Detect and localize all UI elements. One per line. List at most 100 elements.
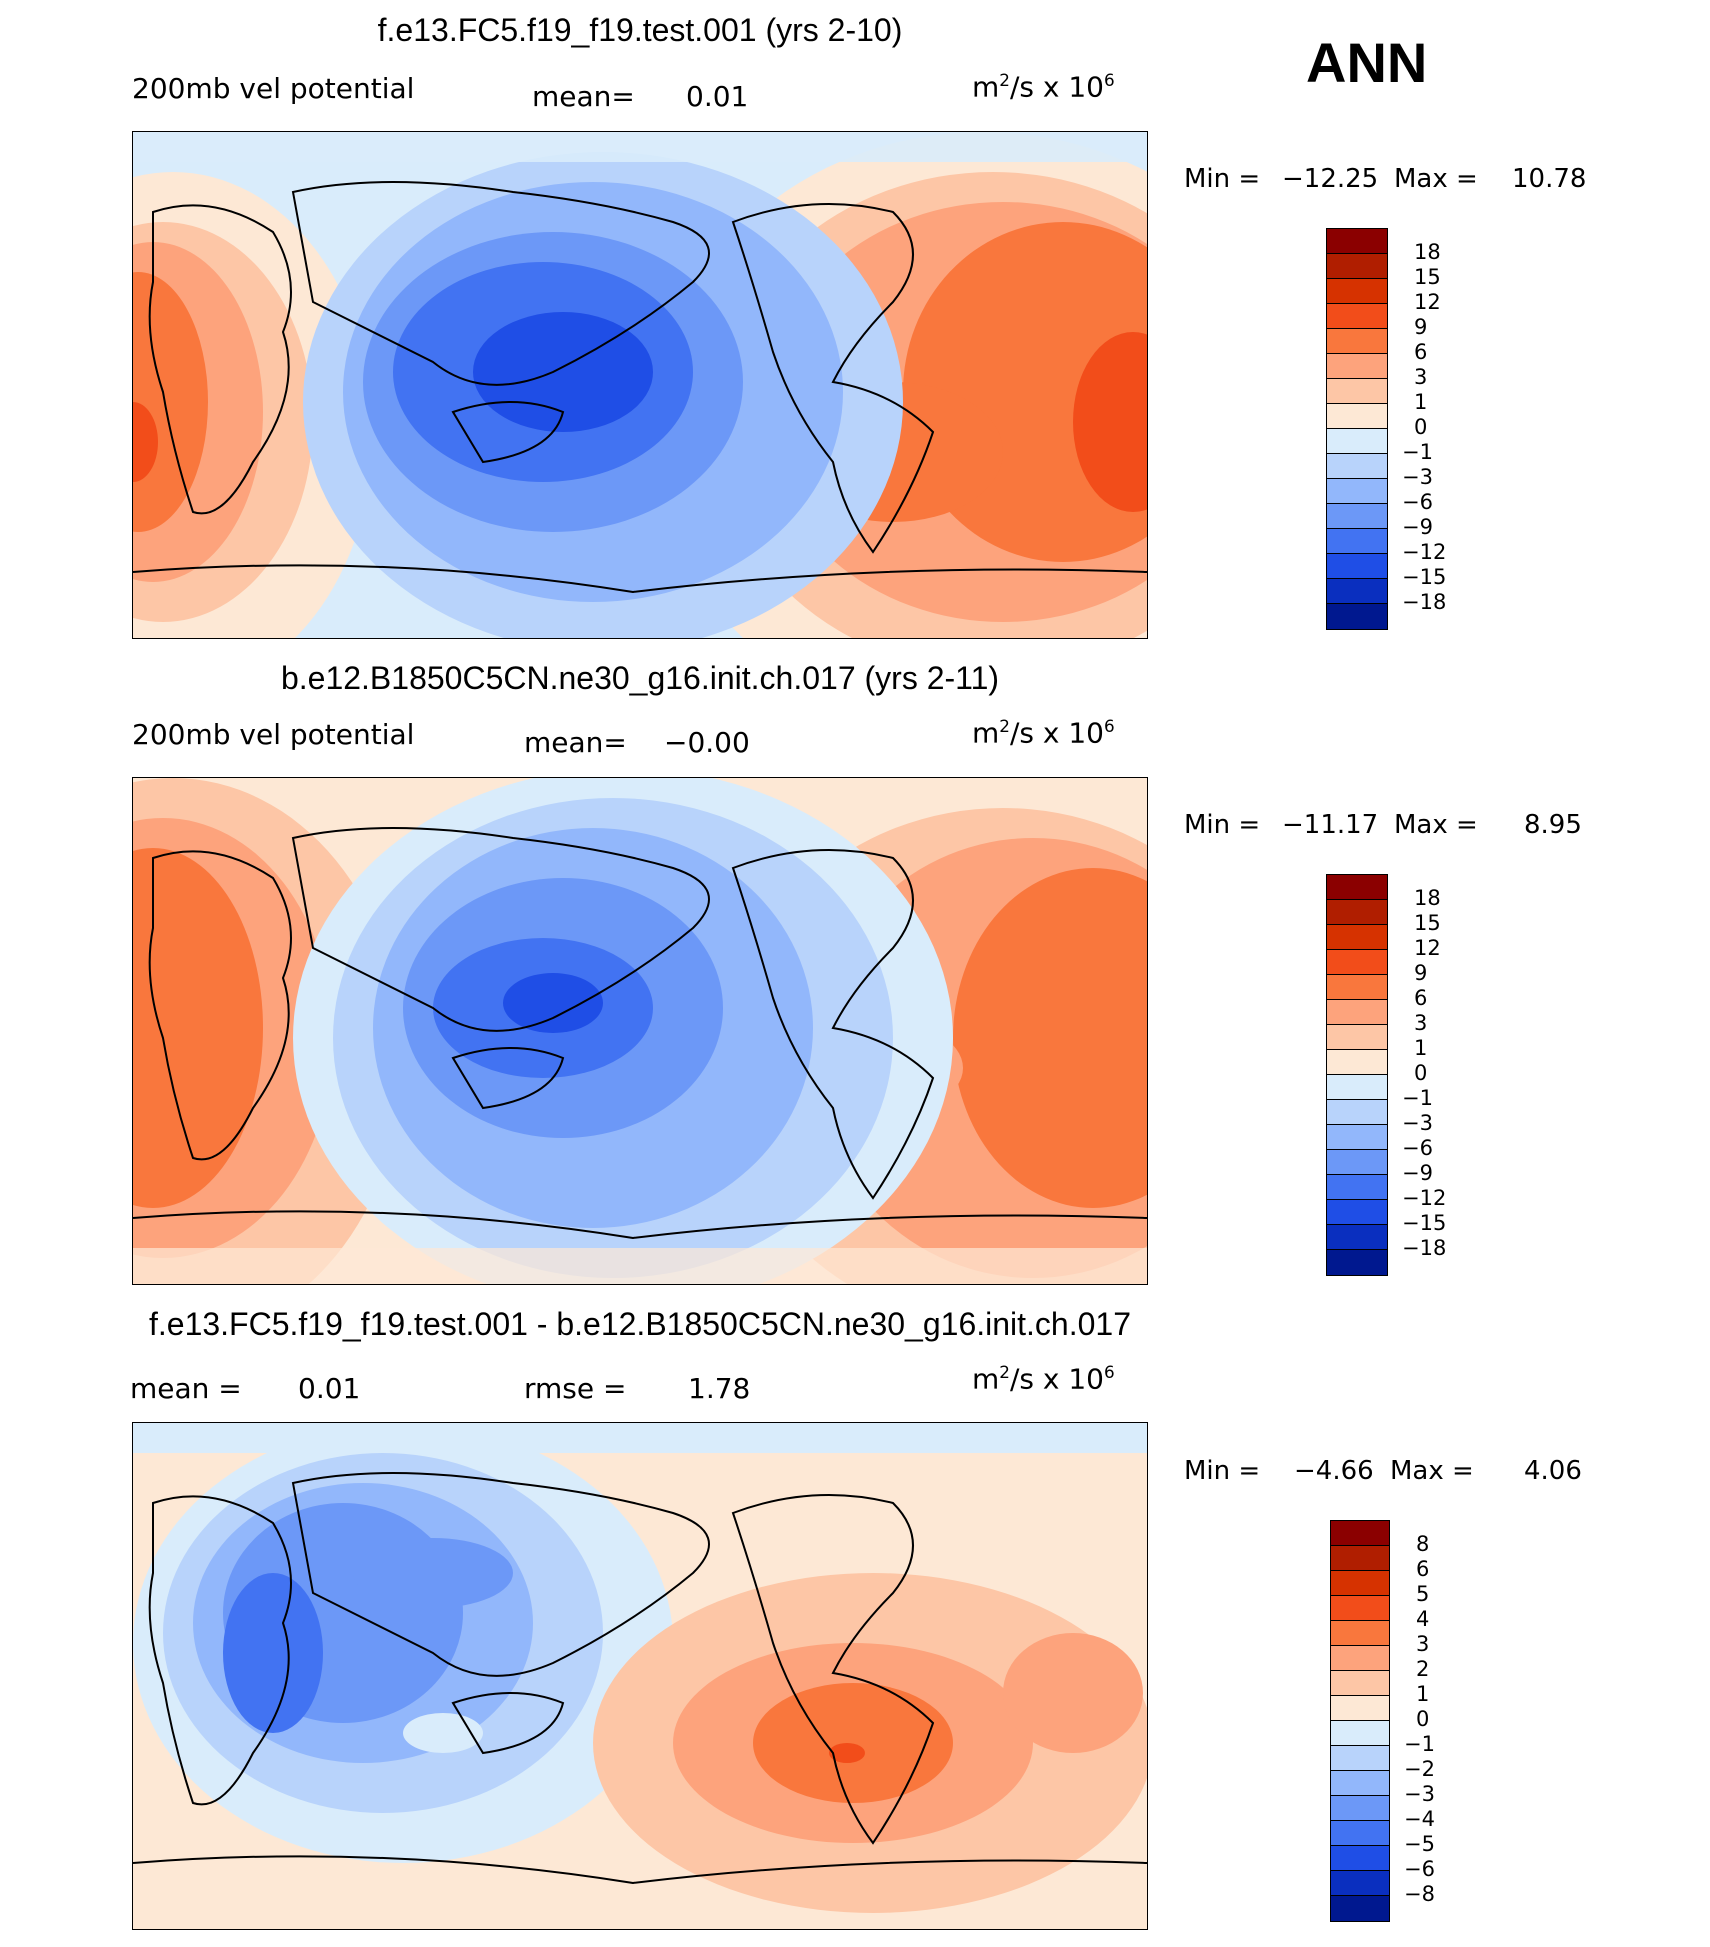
panel-3-units: m2/s x 106 [972,1362,1115,1396]
colorbar-tick-label: 3 [1414,365,1428,389]
panel-2-max-value: 8.95 [1524,810,1582,840]
colorbar-swatch [1331,1896,1389,1921]
colorbar-swatch [1331,1771,1389,1796]
colorbar-swatch [1331,1746,1389,1771]
colorbar-swatch [1327,1050,1387,1075]
panel-3-rmse-value: 1.78 [688,1372,751,1405]
colorbar-tick-label: 5 [1416,1582,1430,1606]
colorbar-swatch [1331,1796,1389,1821]
panel-2-mean-label: mean= [524,726,627,759]
colorbar-tick-label: −8 [1404,1882,1435,1906]
panel-3-colorbar [1330,1520,1390,1922]
colorbar-tick-label: −3 [1402,465,1433,489]
colorbar-tick-label: 9 [1414,961,1428,985]
panel-1-max-label: Max = [1394,164,1478,194]
colorbar-swatch [1327,1250,1387,1275]
colorbar-tick-label: 8 [1416,1532,1430,1556]
colorbar-tick-label: 15 [1414,911,1441,935]
panel-1-colorbar [1326,228,1388,630]
panel-2-mean-value: −0.00 [664,726,750,759]
colorbar-tick-label: 6 [1416,1557,1430,1581]
colorbar-swatch [1327,254,1387,279]
colorbar-tick-label: 1 [1414,390,1428,414]
colorbar-tick-label: 18 [1414,240,1441,264]
colorbar-swatch [1327,1150,1387,1175]
panel-3-max-label: Max = [1390,1456,1474,1486]
colorbar-tick-label: 6 [1414,340,1428,364]
colorbar-tick-label: −15 [1402,1211,1447,1235]
colorbar-tick-label: −3 [1404,1782,1435,1806]
colorbar-tick-label: −1 [1404,1732,1435,1756]
panel-3-title: f.e13.FC5.f19_f19.test.001 - b.e12.B1850… [148,1306,1131,1342]
panel-3-mean-label: mean = [130,1372,242,1405]
panel-2-contour-plot [133,778,1147,1284]
panel-1-max-value: 10.78 [1512,164,1587,194]
season-label: ANN [1306,31,1428,94]
panel-3-contour-plot [133,1423,1147,1929]
colorbar-tick-label: 6 [1414,986,1428,1010]
colorbar-tick-label: −6 [1402,490,1433,514]
panel-1-min-label: Min = [1184,164,1261,194]
colorbar-swatch [1327,1225,1387,1250]
colorbar-tick-label: 18 [1414,886,1441,910]
colorbar-swatch [1327,529,1387,554]
colorbar-tick-label: −15 [1402,565,1447,589]
colorbar-swatch [1327,329,1387,354]
colorbar-swatch [1327,1075,1387,1100]
colorbar-tick-label: 1 [1416,1682,1430,1706]
colorbar-swatch [1327,975,1387,1000]
panel-1-units: m2/s x 106 [972,70,1115,104]
colorbar-tick-label: −1 [1402,1086,1433,1110]
colorbar-tick-label: 0 [1414,415,1428,439]
colorbar-tick-label: 12 [1414,936,1441,960]
colorbar-tick-label: −12 [1402,1186,1447,1210]
colorbar-tick-label: 3 [1414,1011,1428,1035]
colorbar-swatch [1327,554,1387,579]
panel-3-map [132,1422,1148,1930]
colorbar-swatch [1331,1721,1389,1746]
panel-2-max-label: Max = [1394,810,1478,840]
panel-3-min-value: −4.66 [1294,1456,1374,1486]
panel-3-min-label: Min = [1184,1456,1261,1486]
colorbar-swatch [1327,875,1387,900]
panel-2-title: b.e12.B1850C5CN.ne30_g16.init.ch.017 (yr… [280,660,1000,696]
colorbar-tick-label: −6 [1402,1136,1433,1160]
panel-2-min-value: −11.17 [1282,810,1379,840]
panel-1-contour-plot [133,132,1147,638]
colorbar-swatch [1327,1000,1387,1025]
colorbar-swatch [1327,479,1387,504]
panel-1-map [132,131,1148,639]
colorbar-swatch [1327,1125,1387,1150]
colorbar-swatch [1331,1671,1389,1696]
colorbar-swatch [1327,900,1387,925]
colorbar-swatch [1331,1546,1389,1571]
panel-2-variable-label: 200mb vel potential [132,718,415,751]
colorbar-swatch [1327,379,1387,404]
colorbar-swatch [1327,1200,1387,1225]
colorbar-tick-label: −18 [1402,1236,1447,1260]
panel-1-mean-label: mean= [532,80,635,113]
colorbar-swatch [1327,1025,1387,1050]
colorbar-swatch [1327,279,1387,304]
panel-1-variable-label: 200mb vel potential [132,72,415,105]
colorbar-tick-label: 9 [1414,315,1428,339]
colorbar-tick-label: −12 [1402,540,1447,564]
colorbar-tick-label: −4 [1404,1807,1435,1831]
colorbar-swatch [1331,1621,1389,1646]
colorbar-swatch [1327,354,1387,379]
colorbar-tick-label: −6 [1404,1857,1435,1881]
colorbar-swatch [1327,925,1387,950]
panel-3-rmse-label: rmse = [524,1372,627,1405]
colorbar-swatch [1331,1696,1389,1721]
panel-2-units: m2/s x 106 [972,716,1115,750]
colorbar-swatch [1331,1646,1389,1671]
colorbar-tick-label: 2 [1416,1657,1430,1681]
colorbar-tick-label: −9 [1402,1161,1433,1185]
colorbar-tick-label: 0 [1416,1707,1430,1731]
colorbar-swatch [1327,429,1387,454]
colorbar-tick-label: −9 [1402,515,1433,539]
colorbar-swatch [1327,504,1387,529]
colorbar-swatch [1331,1571,1389,1596]
panel-3-mean-value: 0.01 [298,1372,361,1405]
panel-1-mean-value: 0.01 [686,80,749,113]
